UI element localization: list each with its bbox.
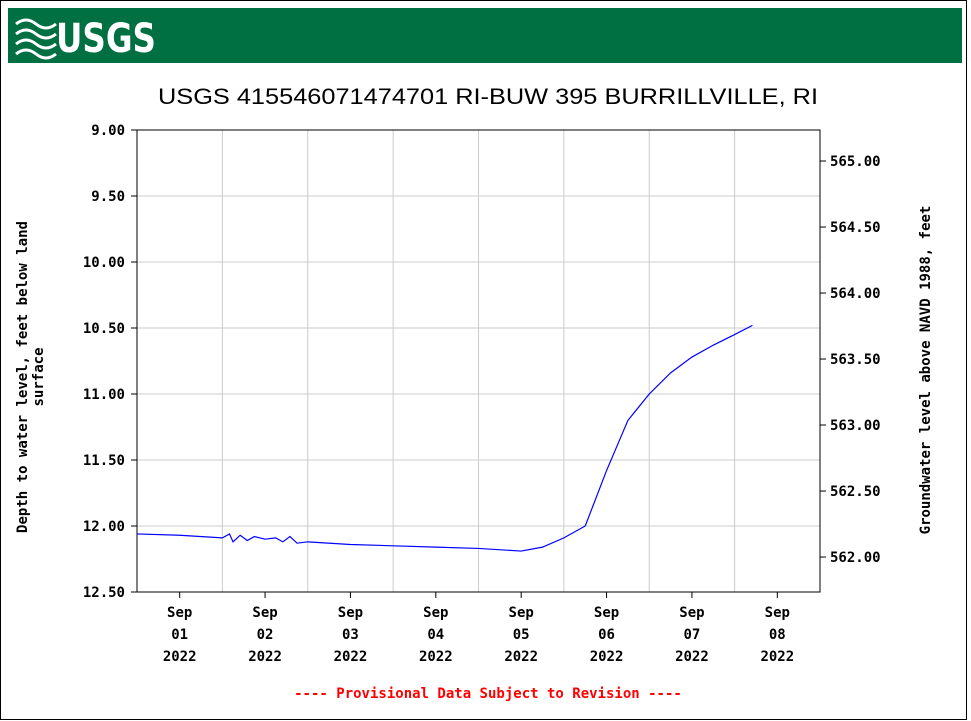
x-tick-label: 2022 [675,649,709,665]
x-tick-label: 03 [342,627,359,643]
plot-border [136,129,821,593]
x-tick-label: 2022 [334,649,368,665]
y-axis-title: Depth to water level, feet below land [15,221,31,533]
logo-icon [15,18,57,60]
x-tick-label: Sep [252,605,277,621]
y-tick-label: 11.00 [83,387,125,403]
x-tick-label: 02 [257,627,274,643]
x-tick-label: 2022 [760,649,794,665]
x-tick-label: 2022 [163,649,197,665]
x-tick-label: 2022 [248,649,282,665]
y-tick-label: 10.50 [83,321,125,337]
y2-tick-label: 562.50 [830,484,881,500]
footnote: ---- Provisional Data Subject to Revisio… [294,686,682,702]
x-tick-label: Sep [509,605,534,621]
logo-text: USGS [56,16,156,62]
x-tick-label: Sep [338,605,363,621]
data-line [136,324,753,552]
y2-tick-label: 564.00 [830,286,881,302]
x-tick-label: 06 [598,627,615,643]
y2-axis-title: Groundwater level above NAVD 1988, feet [918,206,934,535]
x-tick-label: 01 [171,627,188,643]
y-tick-label: 12.00 [83,519,125,535]
y-tick-label: 11.50 [83,453,125,469]
x-tick-label: 2022 [590,649,624,665]
x-tick-label: Sep [423,605,448,621]
y2-tick-label: 564.50 [830,220,881,236]
y-tick-label: 9.50 [91,189,125,205]
x-tick-label: 04 [427,627,444,643]
y2-tick-label: 565.00 [830,154,881,170]
y-tick-label: 9.00 [91,123,125,139]
x-tick-label: Sep [765,605,790,621]
y2-tick-label: 563.00 [830,418,881,434]
y2-tick-label: 562.00 [830,550,881,566]
header-bar [8,8,962,63]
x-tick-label: 2022 [504,649,538,665]
y-axis-title: surface [31,347,47,406]
y-tick-label: 12.50 [83,585,125,601]
chart-title: USGS 415546071474701 RI-BUW 395 BURRILLV… [158,84,818,109]
y-tick-label: 10.00 [83,255,125,271]
y2-tick-label: 563.50 [830,352,881,368]
x-tick-label: Sep [679,605,704,621]
x-tick-label: 05 [513,627,530,643]
x-tick-label: Sep [167,605,192,621]
x-tick-label: 08 [769,627,786,643]
x-tick-label: 07 [684,627,701,643]
x-tick-label: 2022 [419,649,453,665]
x-tick-label: Sep [594,605,619,621]
